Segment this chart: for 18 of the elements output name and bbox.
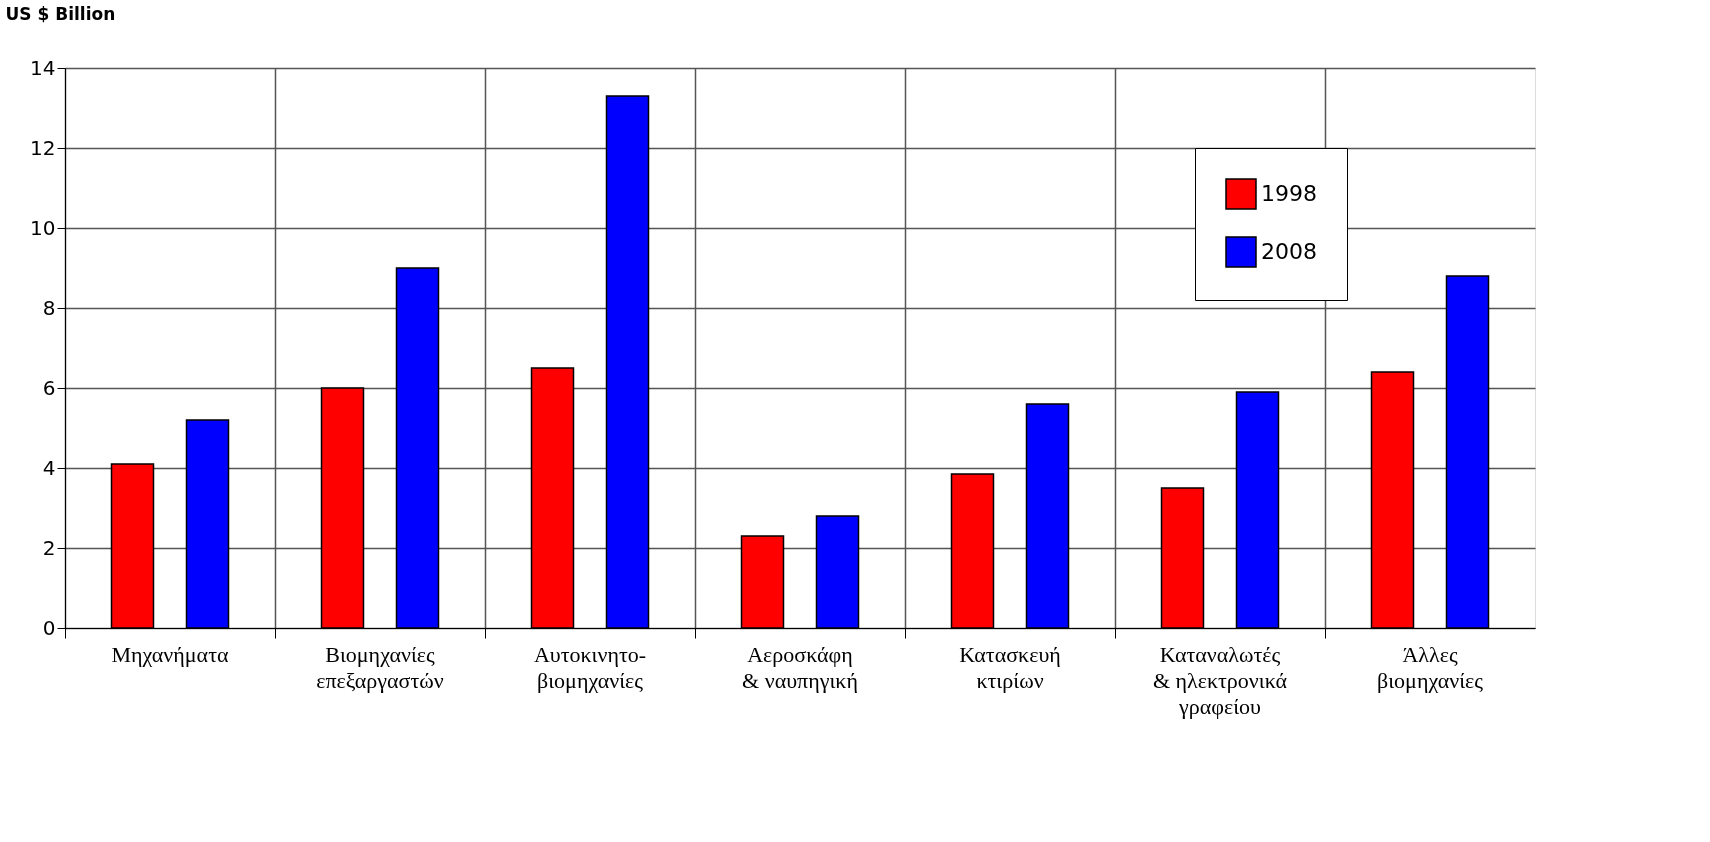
y-tick-label: 6 (42, 375, 56, 400)
y-tick-label: 12 (30, 135, 56, 160)
x-tick-label: Καταναλωτές & ηλεκτρονικά γραφείου (1152, 641, 1288, 719)
x-tick-label: Μηχανήματα (111, 641, 229, 667)
y-tick-label: 0 (42, 615, 56, 640)
x-tick-label: Αεροσκάφη & ναυπηγική (742, 641, 858, 693)
y-tick-label: 10 (30, 215, 56, 240)
x-tick-label: Άλλες βιομηχανίες (1376, 641, 1484, 693)
legend-label: 1998 (1261, 181, 1317, 206)
x-tick-label: Βιομηχανίες επεξαργαστών (316, 641, 444, 693)
x-tick-label: Κατασκευή κτιρίων (959, 641, 1061, 693)
y-axis-title: US $ Billion (5, 3, 116, 24)
y-tick-label: 8 (42, 295, 56, 320)
legend-label: 2008 (1261, 239, 1317, 264)
y-tick-label: 14 (30, 55, 56, 80)
x-tick-label: Αυτοκινητο- βιομηχανίες (533, 641, 647, 693)
y-tick-label: 2 (42, 535, 56, 560)
y-tick-label: 4 (42, 455, 56, 480)
